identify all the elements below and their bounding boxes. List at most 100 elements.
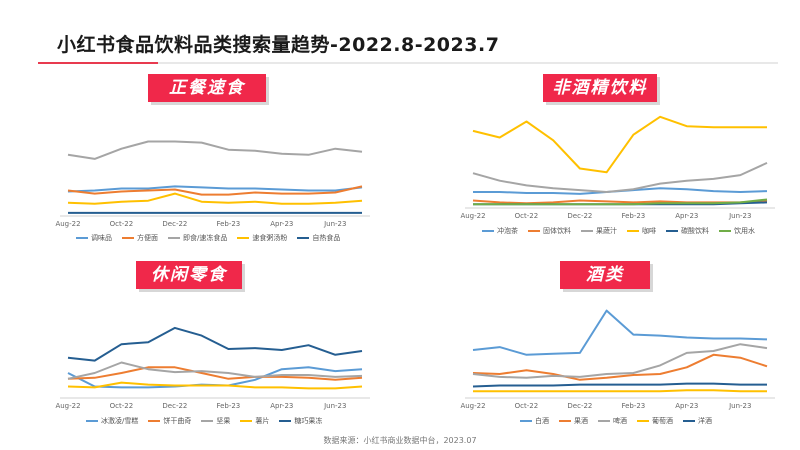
legend-item: 糖巧果冻 xyxy=(279,416,322,426)
series-line-5 xyxy=(473,198,768,206)
legend-item: 饮用水 xyxy=(719,226,755,236)
legend-label: 坚果 xyxy=(216,417,231,425)
x-tick-label: Oct-22 xyxy=(515,402,539,410)
legend-item: 自热食品 xyxy=(297,233,340,243)
legend-item: 坚果 xyxy=(201,416,230,426)
legend-item: 洋酒 xyxy=(683,416,712,426)
x-tick-label: Oct-22 xyxy=(110,402,134,410)
legend-item: 方便面 xyxy=(122,233,158,243)
legend-item: 果酒 xyxy=(559,416,588,426)
x-tick-label: Apr-23 xyxy=(675,212,698,220)
title-accent-line xyxy=(38,62,158,64)
chart-snacks: Aug-22 Oct-22 Dec-22 Feb-23 Apr-23 Jun-23 xyxy=(55,326,370,410)
legend-beverages: 冲泡茶 固体饮料 果蔬汁 咖啡 碳酸饮料 饮用水 xyxy=(482,226,755,236)
legend-snacks: 冰激凌/雪糕 饼干曲奇 坚果 薯片 糖巧果冻 xyxy=(86,416,322,426)
series-line-3 xyxy=(67,192,363,205)
legend-label: 自热食品 xyxy=(312,234,341,242)
legend-label: 冲泡茶 xyxy=(497,227,518,235)
legend-label: 饼干曲奇 xyxy=(163,417,192,425)
legend-label: 薯片 xyxy=(255,417,270,425)
title-divider xyxy=(38,62,778,64)
legend-swatch xyxy=(627,230,639,232)
series-line-2 xyxy=(472,161,768,193)
x-tick-label: Feb-23 xyxy=(621,402,645,410)
series-line-0 xyxy=(472,309,768,356)
x-tick-label: Dec-22 xyxy=(162,220,187,228)
legend-swatch xyxy=(683,420,695,422)
x-tick-label: Feb-23 xyxy=(216,220,240,228)
legend-swatch xyxy=(86,420,98,422)
chart-meals: Aug-22 Oct-22 Dec-22 Feb-23 Apr-23 Jun-23 xyxy=(55,140,370,228)
x-tick-label: Oct-22 xyxy=(110,220,134,228)
legend-swatch xyxy=(240,420,253,422)
legend-label: 即食/速冻食品 xyxy=(183,234,228,242)
series-line-0 xyxy=(67,185,363,193)
legend-swatch xyxy=(528,230,540,232)
x-tick-label: Feb-23 xyxy=(216,402,240,410)
legend-item: 碳酸饮料 xyxy=(666,226,709,236)
legend-swatch xyxy=(279,420,292,422)
legend-label: 速食粥汤粉 xyxy=(252,234,288,242)
series-line-1 xyxy=(472,353,768,381)
legend-label: 啤酒 xyxy=(613,417,627,425)
panel-tag-snacks: 休闲零食 xyxy=(136,261,242,289)
legend-item: 咖啡 xyxy=(627,226,656,236)
legend-label: 洋酒 xyxy=(698,417,712,425)
legend-label: 白酒 xyxy=(535,417,549,425)
legend-alcohol: 白酒 果酒 啤酒 葡萄酒 洋酒 xyxy=(520,416,712,426)
x-tick-label: Jun-23 xyxy=(728,212,751,220)
legend-label: 饮用水 xyxy=(734,227,755,235)
legend-item: 调味品 xyxy=(76,233,112,243)
legend-item: 即食/速冻食品 xyxy=(168,233,227,243)
legend-swatch xyxy=(168,237,180,239)
x-tick-label: Dec-22 xyxy=(162,402,187,410)
x-tick-label: Apr-23 xyxy=(270,402,293,410)
legend-swatch xyxy=(122,237,134,239)
legend-item: 啤酒 xyxy=(598,416,627,426)
panel-tag-meals: 正餐速食 xyxy=(148,74,266,102)
legend-label: 调味品 xyxy=(91,234,112,242)
series-line-2 xyxy=(67,361,363,380)
series-line-3 xyxy=(67,381,363,390)
legend-swatch xyxy=(559,420,571,422)
series-line-4 xyxy=(67,326,363,362)
legend-swatch xyxy=(482,230,494,232)
legend-label: 碳酸饮料 xyxy=(681,227,709,235)
legend-swatch xyxy=(148,420,161,422)
x-tick-label: Jun-23 xyxy=(323,402,346,410)
chart-alcohol: Aug-22 Oct-22 Dec-22 Feb-23 Apr-23 Jun-23 xyxy=(460,309,775,410)
legend-swatch xyxy=(76,237,88,239)
x-tick-label: Aug-22 xyxy=(460,402,485,410)
series-line-2 xyxy=(67,140,363,160)
panel-tag-beverages: 非酒精饮料 xyxy=(543,74,657,102)
legend-label: 冰激凌/雪糕 xyxy=(101,417,139,425)
source-note: 数据来源：小红书商业数据中台，2023.07 xyxy=(323,436,477,445)
legend-item: 冰激凌/雪糕 xyxy=(86,416,138,426)
series-line-2 xyxy=(472,343,768,379)
legend-item: 葡萄酒 xyxy=(637,416,673,426)
legend-swatch xyxy=(598,420,610,422)
legend-item: 冲泡茶 xyxy=(482,226,518,236)
legend-swatch xyxy=(637,420,649,422)
x-tick-label: Apr-23 xyxy=(675,402,698,410)
legend-label: 方便面 xyxy=(137,234,158,242)
panel-tag-alcohol: 酒类 xyxy=(560,261,650,289)
page-title: 小红书食品饮料品类搜索量趋势-2022.8-2023.7 xyxy=(57,34,500,56)
legend-label: 果酒 xyxy=(574,417,588,425)
legend-label: 葡萄酒 xyxy=(652,417,673,425)
legend-label: 果蔬汁 xyxy=(596,227,617,235)
x-tick-label: Jun-23 xyxy=(323,220,346,228)
legend-swatch xyxy=(201,420,214,422)
legend-item: 果蔬汁 xyxy=(581,226,617,236)
legend-item: 固体饮料 xyxy=(528,226,571,236)
brand-logo: 小红书 xyxy=(6,8,39,21)
legend-item: 饼干曲奇 xyxy=(148,416,191,426)
series-line-1 xyxy=(67,185,363,196)
legend-swatch xyxy=(666,230,678,232)
x-tick-label: Dec-22 xyxy=(567,402,592,410)
legend-swatch xyxy=(297,237,310,239)
legend-label: 糖巧果冻 xyxy=(294,417,323,425)
x-tick-label: Feb-23 xyxy=(621,212,645,220)
chart-beverages: Aug-22 Oct-22 Dec-22 Feb-23 Apr-23 Jun-23 xyxy=(460,115,775,220)
series-line-4 xyxy=(472,382,767,388)
